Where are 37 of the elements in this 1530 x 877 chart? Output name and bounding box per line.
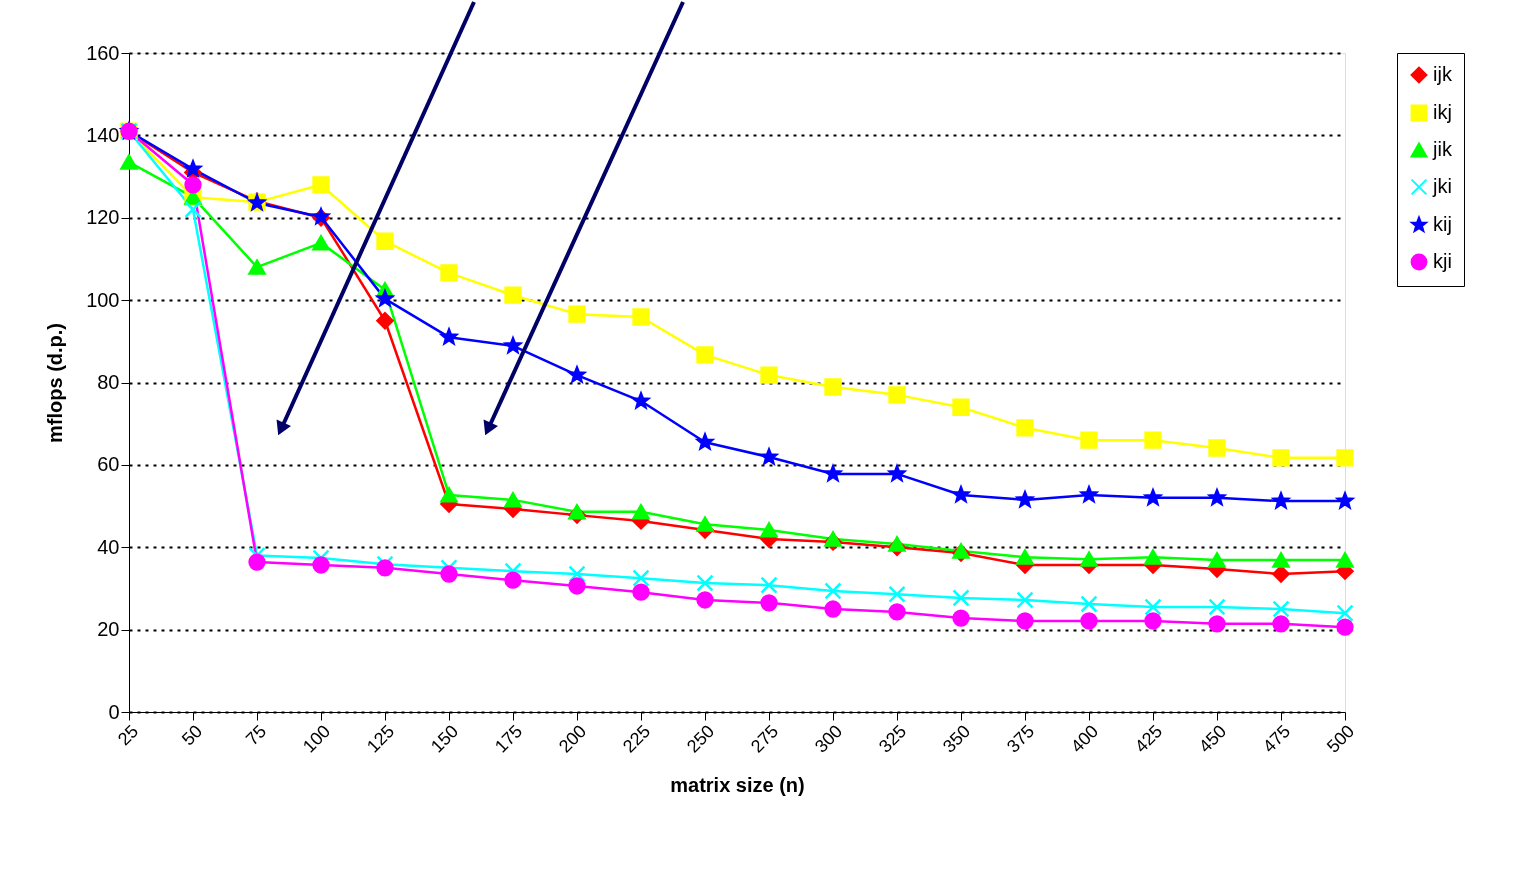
x-tick-label: 25 xyxy=(113,721,143,750)
y-tick-label: 60 xyxy=(97,453,120,476)
legend-label: kij xyxy=(1433,213,1452,235)
x-tick-label: 150 xyxy=(426,721,463,757)
y-tick-label: 80 xyxy=(97,371,120,393)
legend-label: ikj xyxy=(1433,101,1452,123)
legend-label: jik xyxy=(1432,138,1453,160)
legend-label: kji xyxy=(1433,250,1452,272)
x-tick-label: 375 xyxy=(1002,721,1039,757)
y-tick-label: 100 xyxy=(86,288,120,311)
x-tick-label: 500 xyxy=(1322,721,1359,757)
y-tick-label: 140 xyxy=(86,123,120,146)
x-tick-label: 275 xyxy=(746,721,783,757)
x-tick-label: 250 xyxy=(682,721,719,757)
x-tick-label: 175 xyxy=(490,721,527,757)
x-tick-label: 50 xyxy=(177,721,207,750)
y-tick-label: 120 xyxy=(86,206,120,229)
x-tick-label: 350 xyxy=(938,721,975,757)
x-tick-label: 225 xyxy=(618,721,655,757)
x-tick-label: 100 xyxy=(298,721,335,757)
x-tick-label: 200 xyxy=(554,721,591,757)
x-tick-label: 450 xyxy=(1194,721,1231,757)
y-tick-label: 20 xyxy=(97,618,120,641)
x-tick-label: 75 xyxy=(241,721,271,750)
y-tick-label: 0 xyxy=(108,700,120,723)
y-tick-label: 40 xyxy=(97,535,120,558)
x-axis-title: matrix size (n) xyxy=(670,774,805,797)
x-tick-label: 125 xyxy=(362,721,399,757)
x-tick-label: 425 xyxy=(1130,721,1167,757)
x-tick-label: 325 xyxy=(874,721,911,757)
x-tick-label: 300 xyxy=(810,721,847,757)
legend-label: ijk xyxy=(1433,63,1453,85)
x-tick-label: 475 xyxy=(1258,721,1295,757)
legend-label: jki xyxy=(1432,175,1452,197)
x-tick-label: 400 xyxy=(1066,721,1103,757)
y-axis-title: mflops (d.p.) xyxy=(44,323,67,443)
y-tick-label: 160 xyxy=(86,41,120,64)
